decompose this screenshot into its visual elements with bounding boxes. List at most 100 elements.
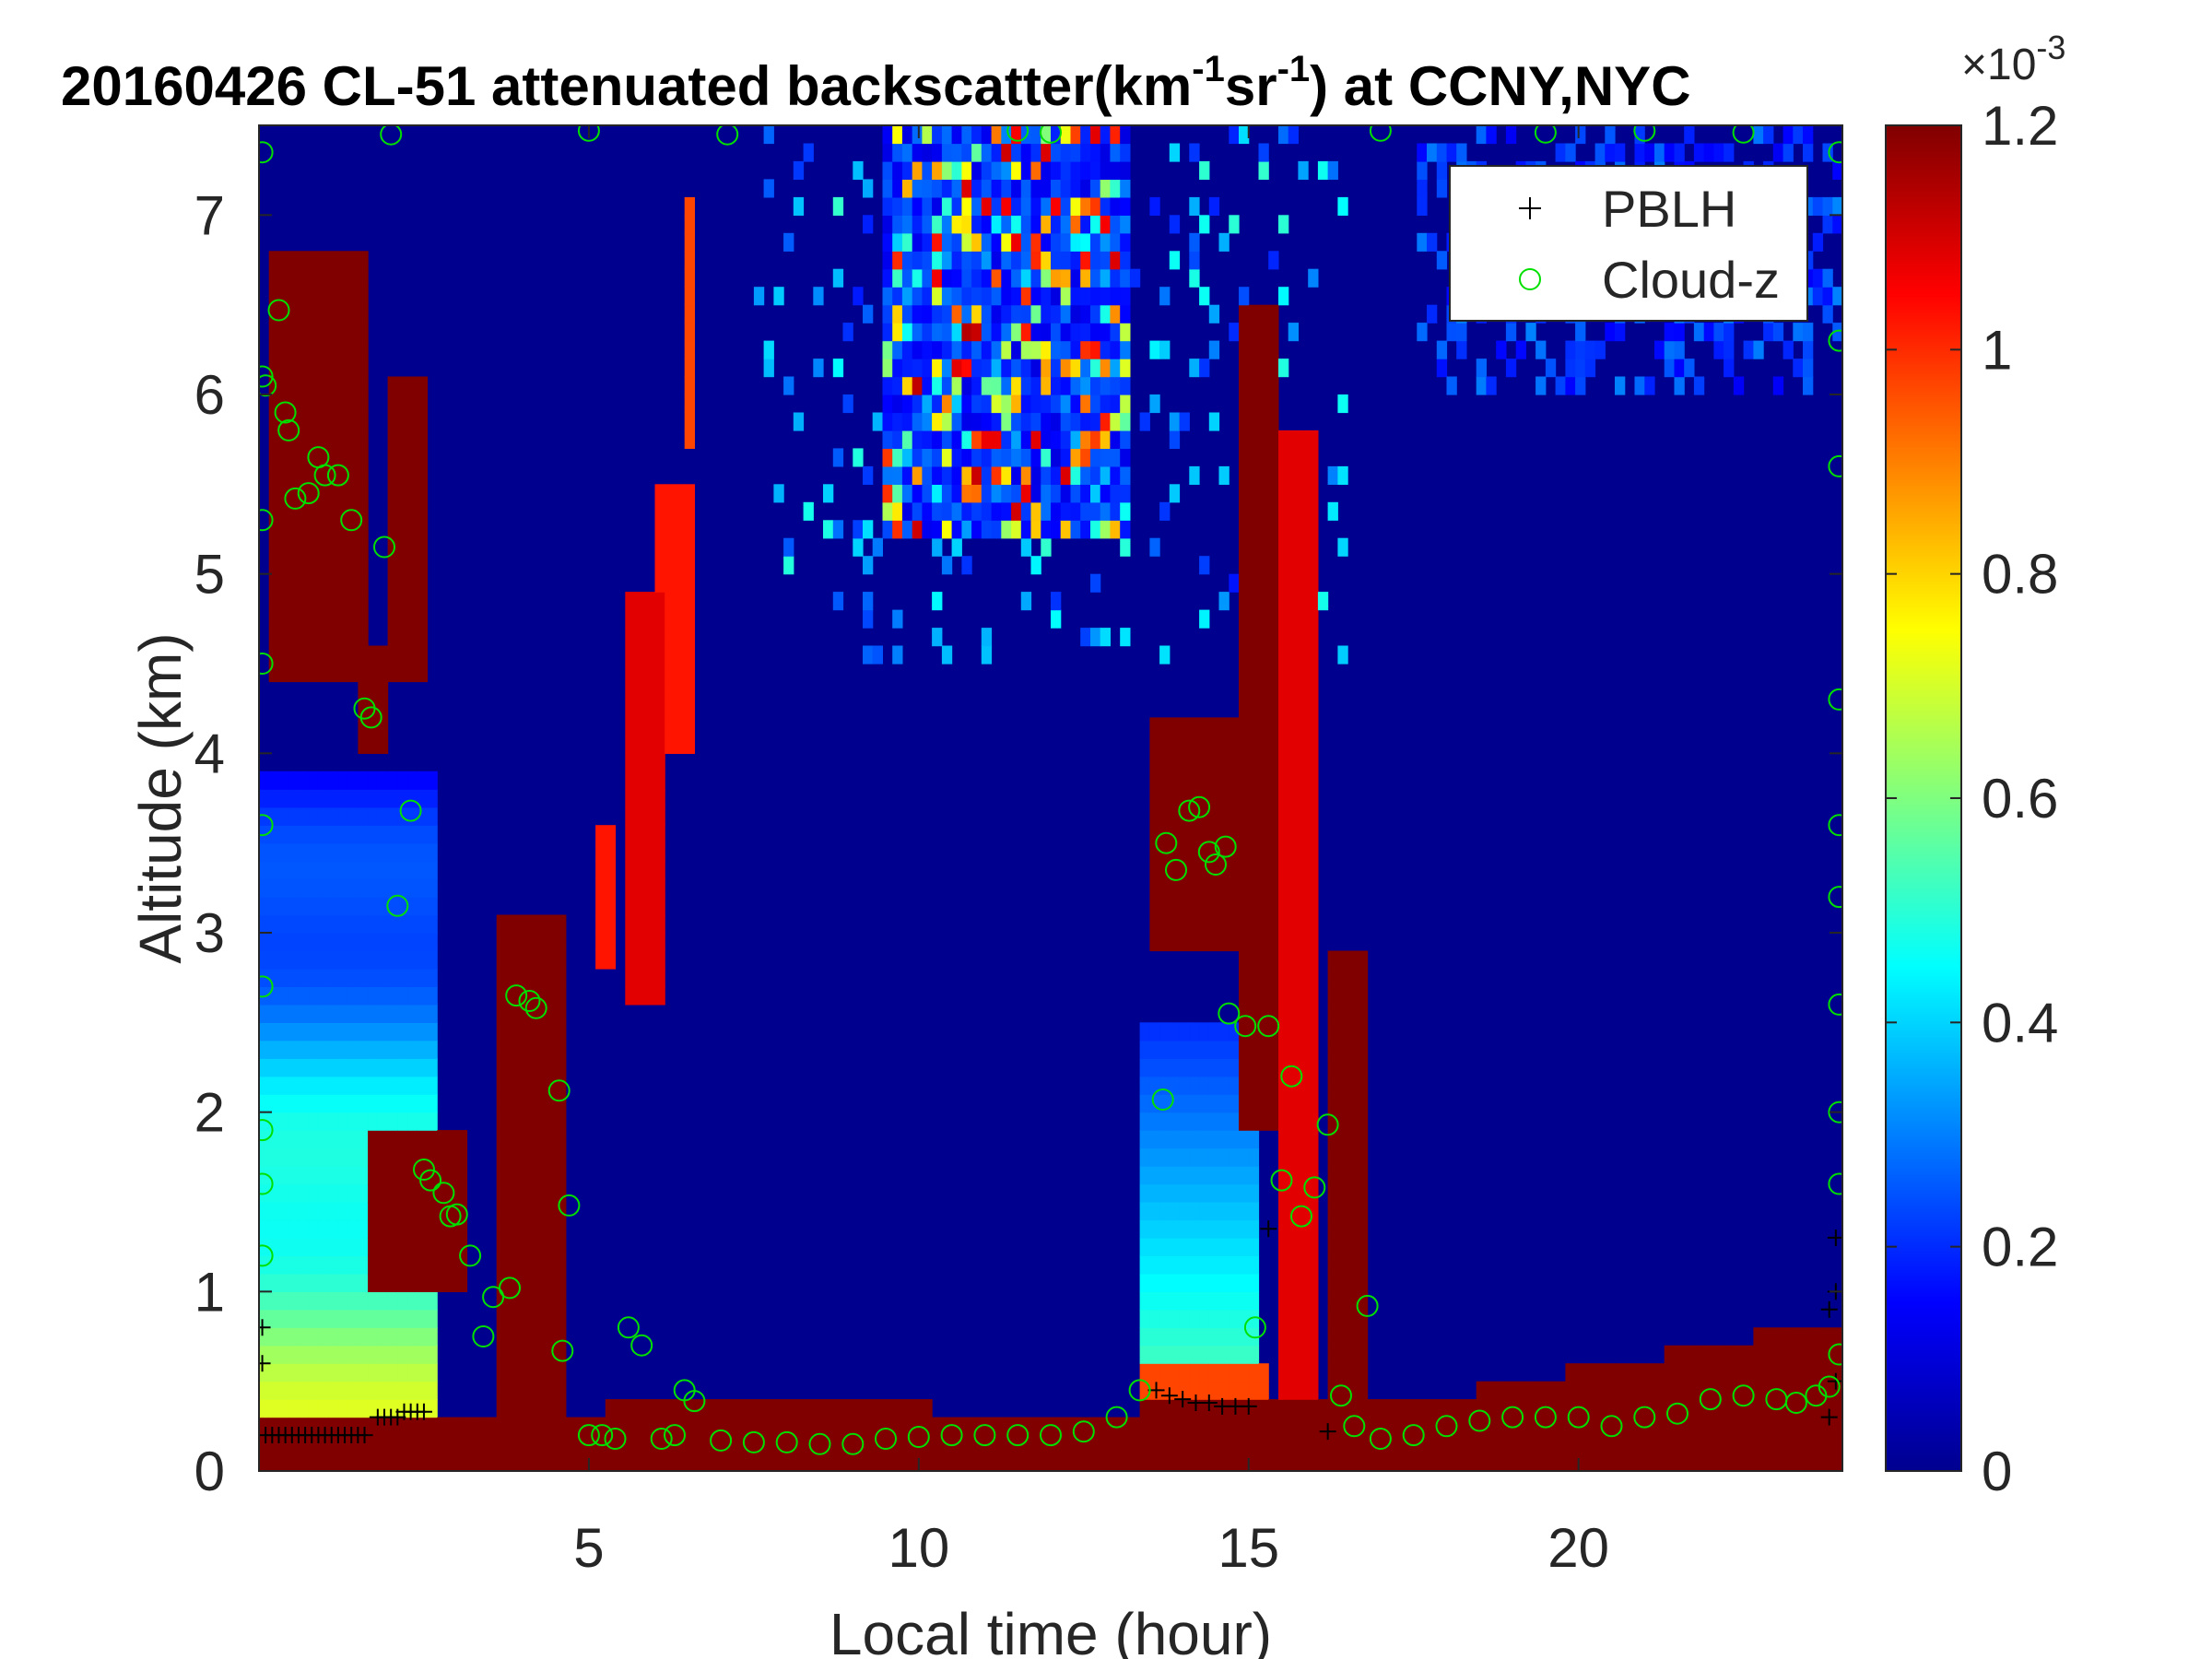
- heatmap-cell: [1179, 1435, 1190, 1454]
- heatmap-cell: [318, 340, 329, 359]
- heatmap-cell: [1308, 1166, 1319, 1185]
- heatmap-cell: [1070, 179, 1081, 198]
- heatmap-cell: [387, 1130, 398, 1149]
- cloud-z-point: [1151, 1088, 1174, 1111]
- heatmap-cell: [358, 1183, 369, 1203]
- heatmap-cell: [1347, 1399, 1359, 1418]
- heatmap-cell: [1298, 645, 1309, 665]
- heatmap-cell: [1446, 1435, 1457, 1454]
- heatmap-cell: [1288, 537, 1299, 557]
- heatmap-cell: [1218, 1453, 1230, 1471]
- heatmap-cell: [397, 1273, 408, 1292]
- heatmap-cell: [387, 1399, 398, 1418]
- heatmap-cell: [525, 933, 537, 952]
- heatmap-cell: [1298, 573, 1309, 593]
- heatmap-cell: [1327, 465, 1338, 485]
- cloud-z-point: [742, 1430, 765, 1453]
- heatmap-cell: [337, 1417, 349, 1436]
- heatmap-cell: [417, 520, 429, 539]
- heatmap-cell: [981, 179, 993, 198]
- heatmap-cell: [1525, 1417, 1536, 1436]
- heatmap-cell: [278, 556, 289, 575]
- heatmap-cell: [922, 1417, 933, 1436]
- heatmap-cell: [1218, 753, 1230, 772]
- heatmap-cell: [665, 592, 676, 611]
- heatmap-cell: [1703, 1381, 1714, 1400]
- heatmap-cell: [734, 1453, 745, 1471]
- heatmap-cell: [1278, 609, 1289, 629]
- heatmap-cell: [1139, 1076, 1150, 1095]
- heatmap-cell: [1208, 1202, 1220, 1221]
- heatmap-cell: [1179, 1183, 1190, 1203]
- cloud-z-point: [1828, 1343, 1842, 1366]
- heatmap-cell: [397, 1058, 408, 1077]
- heatmap-cell: [565, 1435, 577, 1454]
- heatmap-cell: [546, 1363, 557, 1382]
- heatmap-cell: [1248, 1345, 1260, 1364]
- heatmap-cell: [368, 806, 379, 826]
- heatmap-cell: [1159, 771, 1171, 790]
- heatmap-cell: [516, 1237, 527, 1256]
- heatmap-cell: [1169, 1255, 1181, 1275]
- heatmap-cell: [1248, 1363, 1260, 1382]
- heatmap-cell: [397, 1004, 408, 1023]
- heatmap-cell: [1218, 717, 1230, 736]
- heatmap-cell: [377, 1255, 389, 1275]
- heatmap-cell: [268, 1273, 279, 1292]
- heatmap-cell: [358, 1202, 369, 1221]
- heatmap-cell: [368, 1255, 379, 1275]
- heatmap-cell: [684, 573, 695, 593]
- heatmap-cell: [981, 412, 993, 431]
- heatmap-cell: [278, 825, 289, 844]
- heatmap-cell: [1149, 1327, 1160, 1347]
- heatmap-cell: [506, 933, 517, 952]
- heatmap-cell: [684, 1435, 695, 1454]
- heatmap-cell: [1763, 1363, 1774, 1382]
- heatmap-cell: [595, 950, 606, 970]
- heatmap-cell: [308, 429, 319, 449]
- heatmap-cell: [368, 1417, 379, 1436]
- cloud-z-point: [259, 1119, 274, 1142]
- heatmap-cell: [387, 1273, 398, 1292]
- heatmap-cell: [407, 1291, 418, 1311]
- heatmap-cell: [753, 1399, 765, 1418]
- heatmap-cell: [1357, 1202, 1369, 1221]
- heatmap-cell: [427, 1202, 438, 1221]
- heatmap-cell: [912, 394, 923, 414]
- heatmap-cell: [1239, 573, 1250, 593]
- heatmap-cell: [1436, 1399, 1448, 1418]
- heatmap-cell: [278, 376, 289, 395]
- heatmap-cell: [1298, 950, 1309, 970]
- heatmap-cell: [268, 806, 279, 826]
- heatmap-cell: [1724, 359, 1735, 378]
- heatmap-cell: [337, 1112, 349, 1131]
- heatmap-cell: [1208, 825, 1220, 844]
- heatmap-cell: [922, 520, 933, 539]
- heatmap-cell: [397, 1309, 408, 1328]
- heatmap-cell: [1822, 1435, 1833, 1454]
- heatmap-cell: [605, 1399, 617, 1418]
- heatmap-cell: [1149, 717, 1160, 736]
- heatmap-cell: [1120, 340, 1131, 359]
- heatmap-cell: [397, 1112, 408, 1131]
- pblh-point: [1200, 1394, 1218, 1412]
- heatmap-cell: [1001, 1435, 1012, 1454]
- heatmap-cell: [506, 1363, 517, 1382]
- heatmap-cell: [1308, 878, 1319, 898]
- heatmap-cell: [1337, 1399, 1348, 1418]
- heatmap-cell: [358, 681, 369, 700]
- heatmap-cell: [1337, 1363, 1348, 1382]
- heatmap-cell: [922, 232, 933, 252]
- heatmap-cell: [961, 1435, 972, 1454]
- heatmap-cell: [308, 645, 319, 665]
- cloud-z-point: [1165, 858, 1187, 881]
- heatmap-cell: [625, 825, 636, 844]
- heatmap-cell: [1803, 1363, 1814, 1382]
- heatmap-cell: [1139, 1273, 1150, 1292]
- heatmap-cell: [941, 1453, 953, 1471]
- heatmap-cell: [1248, 1435, 1260, 1454]
- heatmap-cell: [288, 861, 300, 880]
- heatmap-cell: [1278, 1022, 1289, 1041]
- heatmap-cell: [358, 825, 369, 844]
- heatmap-cell: [337, 1004, 349, 1023]
